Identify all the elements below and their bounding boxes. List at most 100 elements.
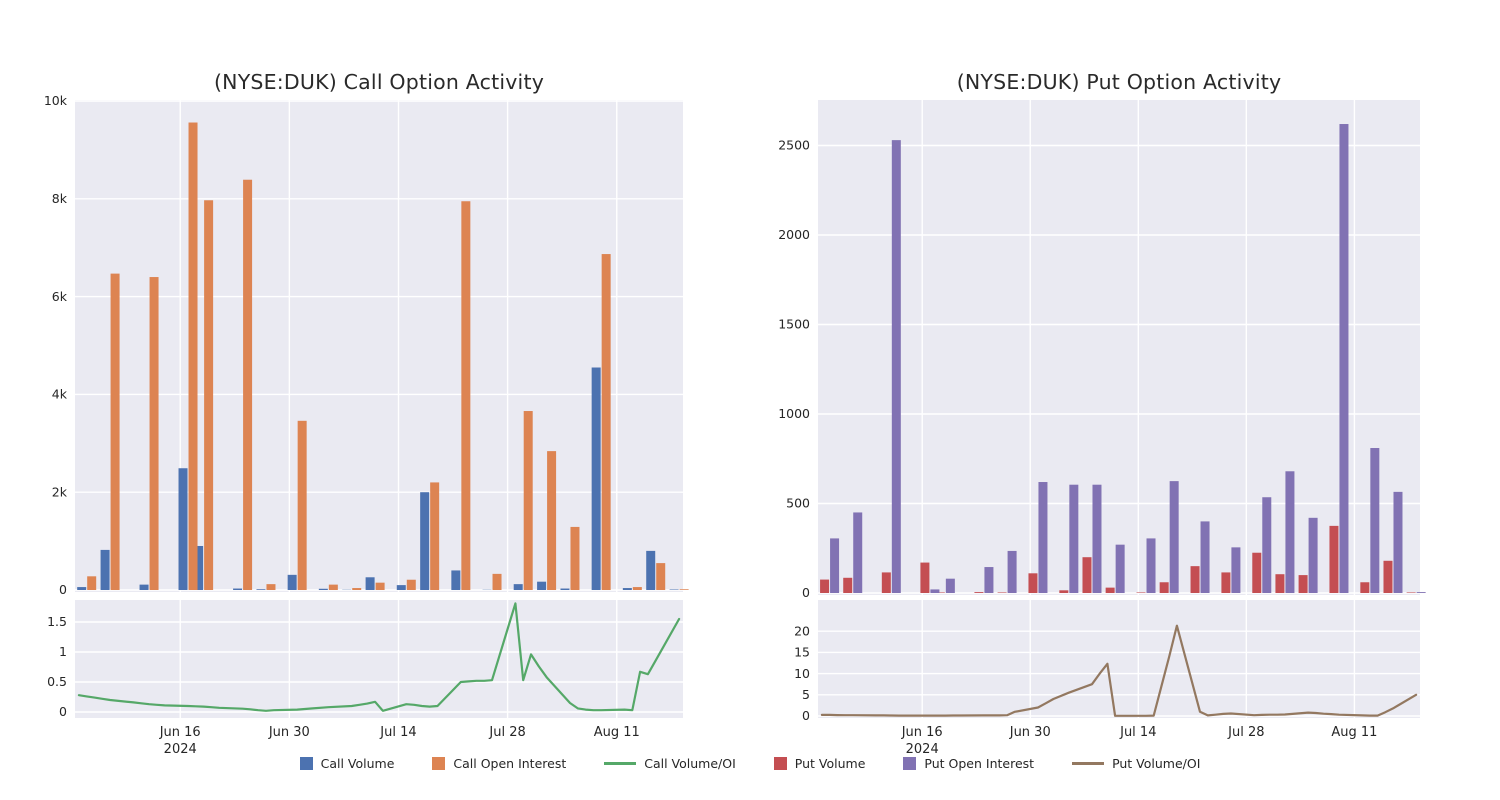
put-volume-bar[interactable] — [1329, 525, 1339, 593]
put-open-interest-bar[interactable] — [945, 578, 955, 593]
call-main-panel[interactable] — [75, 100, 683, 592]
put-volume-bar[interactable] — [1159, 582, 1169, 593]
put-ratio-panel[interactable] — [818, 600, 1420, 718]
put-open-interest-bar[interactable] — [853, 512, 863, 593]
put-open-interest-bar[interactable] — [830, 538, 840, 593]
put-volume-bar[interactable] — [920, 562, 930, 593]
put-volume-bar[interactable] — [1406, 592, 1416, 593]
put-open-interest-bar[interactable] — [1146, 538, 1156, 593]
put-open-interest-bar[interactable] — [1115, 544, 1125, 593]
put-open-interest-bar[interactable] — [1285, 471, 1295, 593]
put-volume-bar[interactable] — [974, 592, 984, 593]
x-tick-label: Jun 16 — [159, 725, 201, 740]
call-open-interest-bar[interactable] — [406, 579, 416, 590]
call-volume-bar[interactable] — [365, 577, 375, 590]
call-open-interest-bar[interactable] — [149, 277, 159, 590]
call-open-interest-bar[interactable] — [547, 451, 557, 590]
call-open-interest-bar[interactable] — [188, 122, 198, 591]
call-open-interest-bar[interactable] — [352, 588, 362, 590]
put-volume-bar[interactable] — [1221, 572, 1231, 593]
put-main-panel[interactable] — [818, 100, 1420, 595]
call-volume-bar[interactable] — [77, 587, 87, 590]
legend-item-call-volume-oi[interactable]: Call Volume/OI — [604, 756, 736, 771]
call-open-interest-bar[interactable] — [632, 587, 642, 590]
call-open-interest-bar[interactable] — [204, 200, 214, 590]
put-open-interest-bar[interactable] — [984, 567, 994, 593]
call-volume-bar[interactable] — [646, 550, 656, 590]
put-volume-bar[interactable] — [1298, 575, 1308, 593]
call-volume-bar[interactable] — [396, 585, 406, 590]
put-volume-bar[interactable] — [1028, 573, 1038, 593]
put-volume-bar[interactable] — [1136, 592, 1146, 593]
put-volume-bar[interactable] — [1105, 587, 1115, 593]
legend-item-put-volume-oi[interactable]: Put Volume/OI — [1072, 756, 1200, 771]
put-open-interest-bar[interactable] — [1038, 482, 1048, 593]
put-volume-bar[interactable] — [1059, 590, 1069, 593]
put-open-interest-bar[interactable] — [1231, 547, 1241, 593]
call-open-interest-bar[interactable] — [492, 573, 502, 590]
put-open-interest-bar[interactable] — [1092, 484, 1102, 593]
call-volume-bar[interactable] — [560, 588, 570, 590]
put-open-interest-bar[interactable] — [1393, 491, 1403, 593]
call-volume-bar[interactable] — [591, 367, 601, 590]
call-volume-bar[interactable] — [256, 589, 266, 590]
put-open-interest-bar[interactable] — [1069, 484, 1079, 593]
legend-item-put-open-interest[interactable]: Put Open Interest — [903, 756, 1034, 771]
call-open-interest-bar[interactable] — [87, 576, 97, 590]
call-volume-oi-line[interactable] — [77, 602, 681, 712]
call-open-interest-bar[interactable] — [328, 584, 338, 590]
legend-item-call-open-interest[interactable]: Call Open Interest — [432, 756, 566, 771]
call-volume-bar[interactable] — [287, 574, 297, 590]
call-open-interest-bar[interactable] — [297, 420, 307, 590]
call-open-interest-bar[interactable] — [656, 563, 666, 590]
call-volume-bar[interactable] — [139, 584, 149, 590]
call-ratio-panel[interactable] — [75, 600, 683, 718]
call-open-interest-bar[interactable] — [110, 273, 120, 590]
call-open-interest-bar[interactable] — [243, 179, 253, 590]
legend-item-put-volume[interactable]: Put Volume — [773, 756, 865, 771]
call-volume-bar[interactable] — [318, 588, 328, 590]
call-volume-bar[interactable] — [100, 549, 110, 590]
call-volume-bar[interactable] — [178, 468, 188, 590]
put-open-interest-bar[interactable] — [1370, 448, 1380, 593]
call-volume-bar[interactable] — [420, 492, 430, 590]
call-open-interest-bar[interactable] — [266, 584, 276, 590]
put-volume-bar[interactable] — [881, 572, 891, 593]
put-volume-oi-line[interactable] — [820, 624, 1418, 717]
call-volume-bar[interactable] — [233, 588, 243, 590]
put-open-interest-bar[interactable] — [891, 140, 901, 593]
call-open-interest-bar[interactable] — [430, 482, 440, 590]
call-open-interest-swatch-square — [432, 757, 446, 770]
put-open-interest-bar[interactable] — [1262, 497, 1272, 593]
put-open-interest-bar[interactable] — [930, 589, 940, 593]
put-open-interest-bar[interactable] — [1416, 592, 1426, 593]
put-chart-title: (NYSE:DUK) Put Option Activity — [956, 70, 1282, 94]
put-volume-bar[interactable] — [820, 579, 830, 593]
call-volume-bar[interactable] — [513, 584, 523, 590]
put-volume-bar[interactable] — [1082, 557, 1092, 593]
call-open-interest-bar[interactable] — [523, 411, 533, 590]
call-open-interest-bar[interactable] — [601, 254, 611, 590]
put-open-interest-bar[interactable] — [1339, 124, 1349, 594]
call-open-interest-bar[interactable] — [570, 526, 580, 590]
call-volume-bar[interactable] — [194, 545, 204, 590]
call-volume-bar[interactable] — [451, 570, 461, 590]
put-volume-bar[interactable] — [935, 592, 945, 593]
put-volume-bar[interactable] — [1383, 560, 1393, 593]
call-volume-bar[interactable] — [622, 588, 632, 590]
call-open-interest-bar[interactable] — [679, 589, 689, 590]
call-volume-bar[interactable] — [537, 581, 547, 590]
put-volume-bar[interactable] — [1275, 574, 1285, 593]
legend-item-call-volume[interactable]: Call Volume — [299, 756, 394, 771]
put-volume-bar[interactable] — [1190, 566, 1200, 593]
call-open-interest-bar[interactable] — [461, 201, 471, 590]
put-open-interest-bar[interactable] — [1007, 550, 1017, 593]
put-open-interest-bar[interactable] — [1200, 521, 1210, 593]
put-volume-bar[interactable] — [997, 592, 1007, 593]
put-volume-bar[interactable] — [843, 577, 853, 593]
put-volume-bar[interactable] — [1252, 552, 1262, 593]
put-volume-bar[interactable] — [1360, 582, 1370, 593]
put-open-interest-bar[interactable] — [1169, 481, 1179, 593]
put-open-interest-bar[interactable] — [1308, 517, 1318, 593]
call-open-interest-bar[interactable] — [375, 582, 385, 590]
